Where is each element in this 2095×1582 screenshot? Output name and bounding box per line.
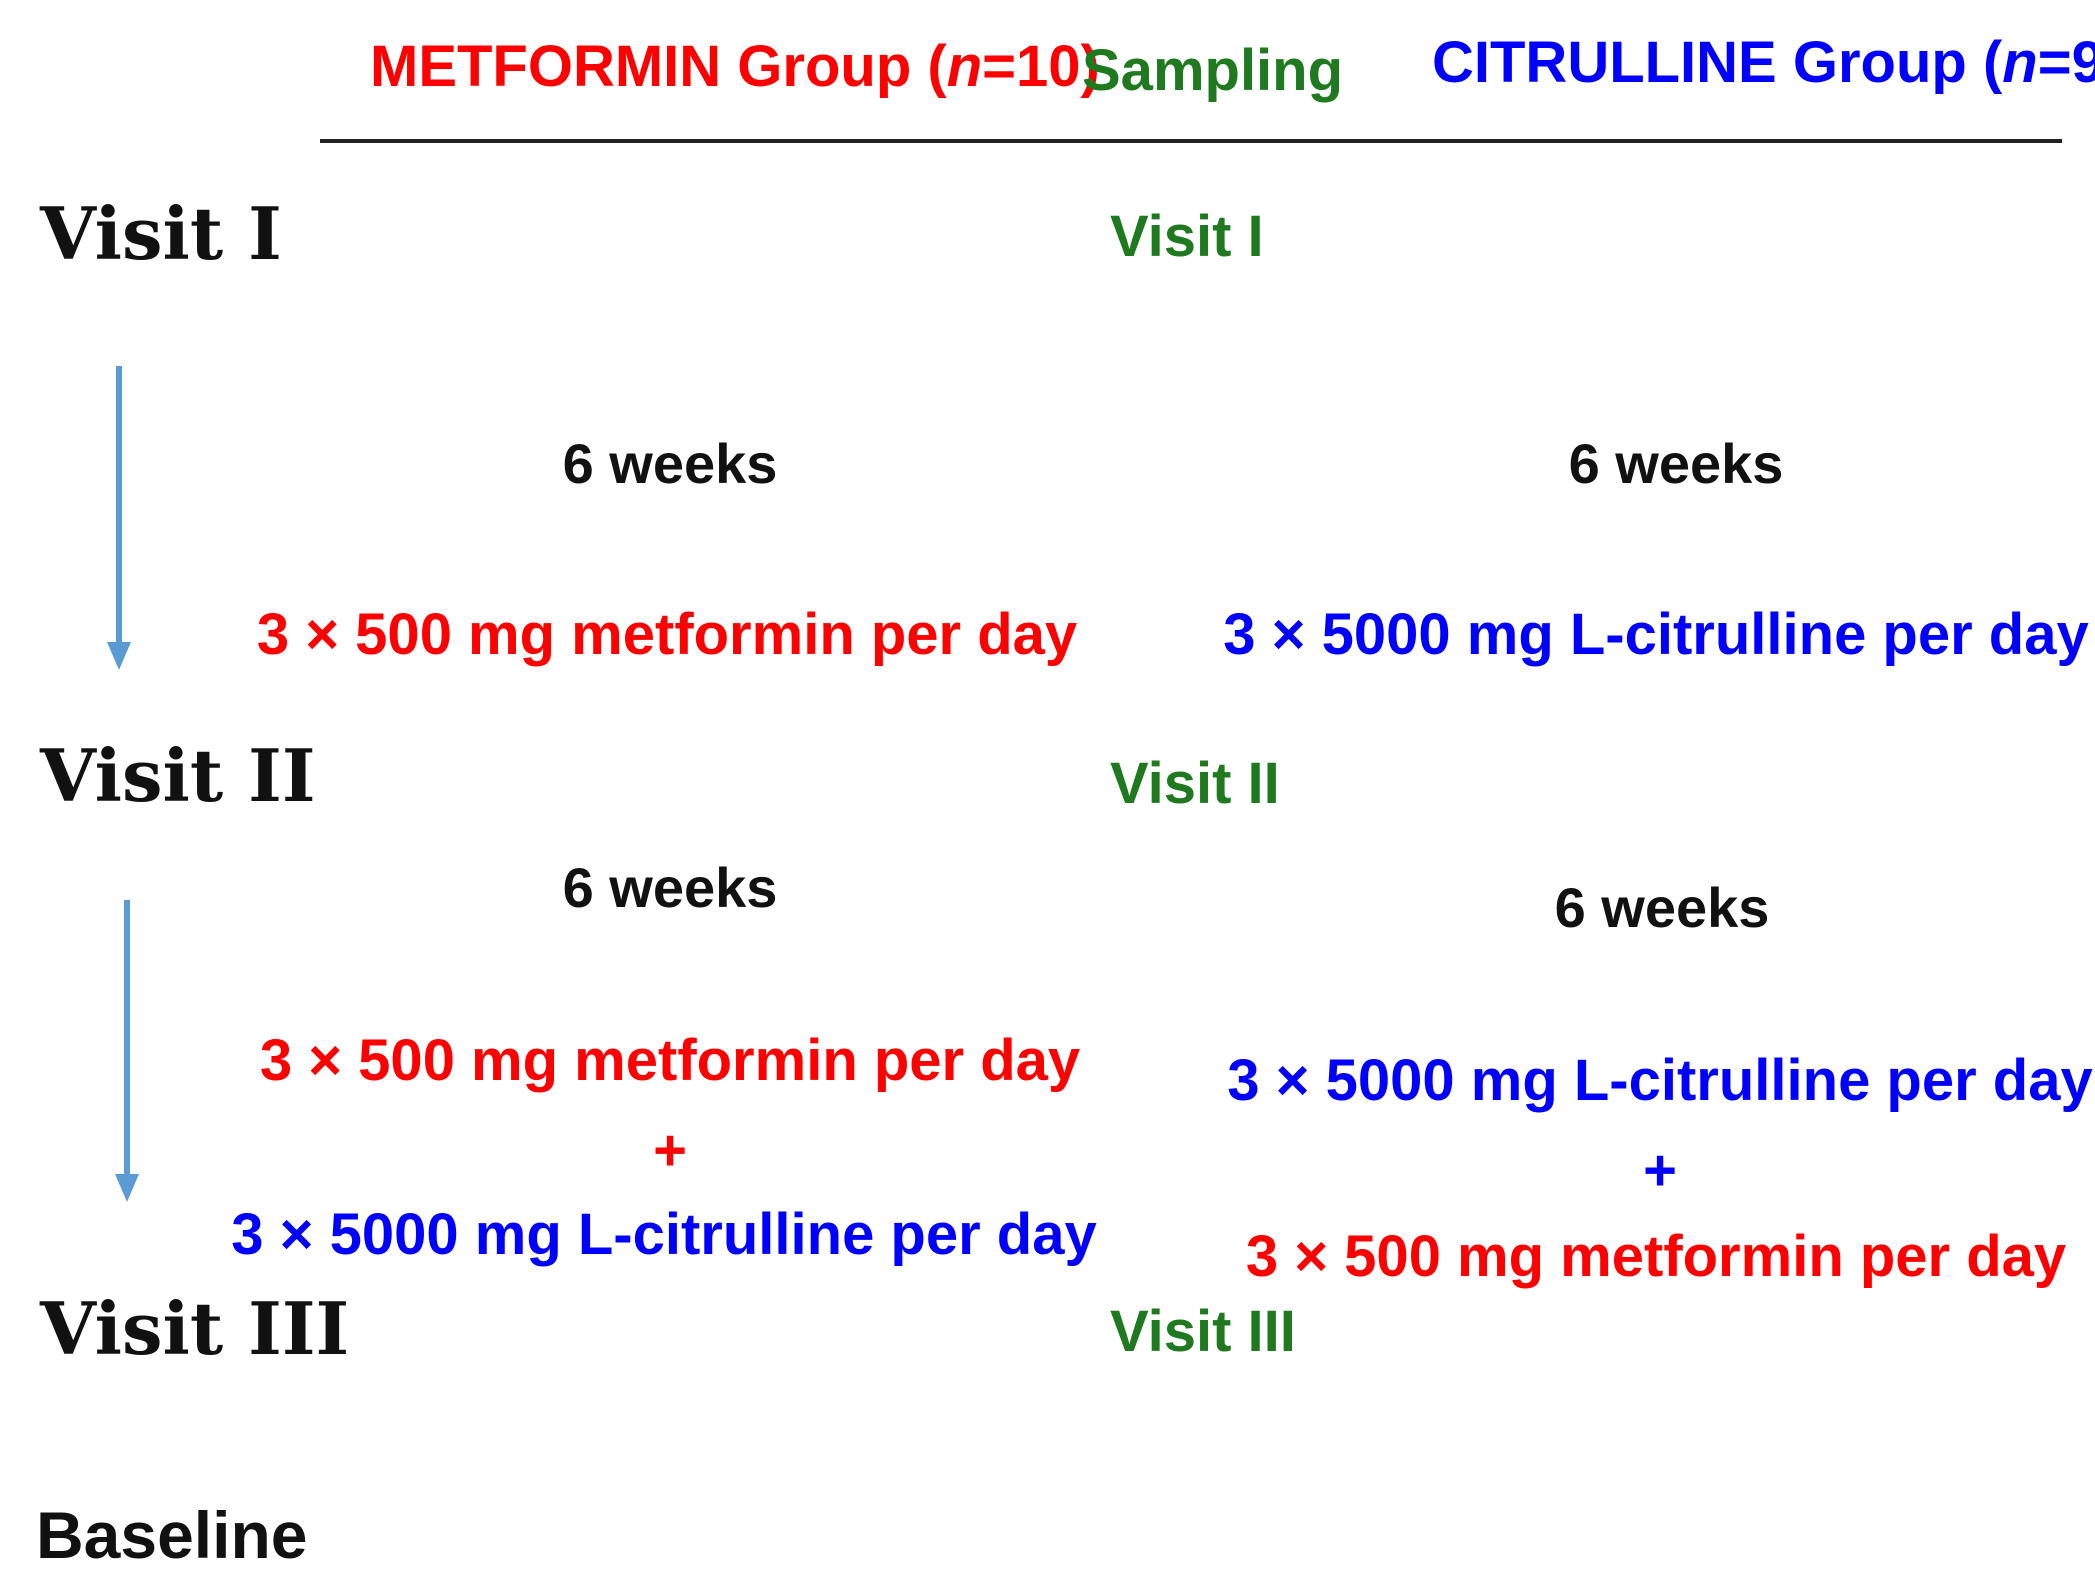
- timeline-arrow-1: [107, 366, 131, 670]
- metformin-group-header: METFORMIN Group (n=10): [370, 38, 1100, 96]
- metformin-period-1-dose: 3 × 500 mg metformin per day: [256, 602, 1078, 667]
- visit-2-label: Visit II: [40, 733, 316, 818]
- header-divider: [320, 139, 2062, 143]
- citrulline-period-2-plus: +: [1643, 1138, 1677, 1203]
- visit-1-label: Visit I: [40, 191, 282, 276]
- metformin-group-n: n: [946, 34, 983, 99]
- citrulline-period-2-dose-2: 3 × 500 mg metformin per day: [1245, 1224, 2067, 1289]
- metformin-group-label: METFORMIN Group (: [370, 34, 947, 99]
- sampling-visit-3: Visit III: [1110, 1299, 1296, 1364]
- sampling-visit-2: Visit II: [1110, 751, 1280, 816]
- citrulline-period-2-dose-1: 3 × 5000 mg L-citrulline per day: [1227, 1048, 2093, 1113]
- metformin-group-count: =10): [982, 34, 1100, 99]
- citrulline-group-header: CITRULLINE Group (n=9): [1432, 34, 2095, 92]
- citrulline-period-1-duration: 6 weeks: [1568, 432, 1784, 495]
- metformin-period-2-dose-2: 3 × 5000 mg L-citrulline per day: [231, 1202, 1097, 1267]
- metformin-period-2-plus: +: [653, 1118, 687, 1183]
- metformin-period-2-duration: 6 weeks: [562, 856, 778, 919]
- metformin-period-1-duration: 6 weeks: [562, 432, 778, 495]
- baseline-label: Baseline: [36, 1498, 308, 1572]
- sampling-visit-1: Visit I: [1110, 204, 1264, 269]
- citrulline-period-2-duration: 6 weeks: [1554, 876, 1770, 939]
- sampling-header: Sampling: [1082, 38, 1344, 103]
- metformin-period-2-dose-1: 3 × 500 mg metformin per day: [259, 1028, 1081, 1093]
- citrulline-group-label: CITRULLINE Group (: [1432, 30, 2003, 95]
- visit-3-label: Visit III: [40, 1286, 350, 1371]
- citrulline-period-1-dose: 3 × 5000 mg L-citrulline per day: [1223, 602, 2089, 667]
- timeline-arrow-2: [115, 900, 139, 1202]
- citrulline-group-count: =9): [2037, 30, 2095, 95]
- citrulline-group-n: n: [2002, 30, 2038, 95]
